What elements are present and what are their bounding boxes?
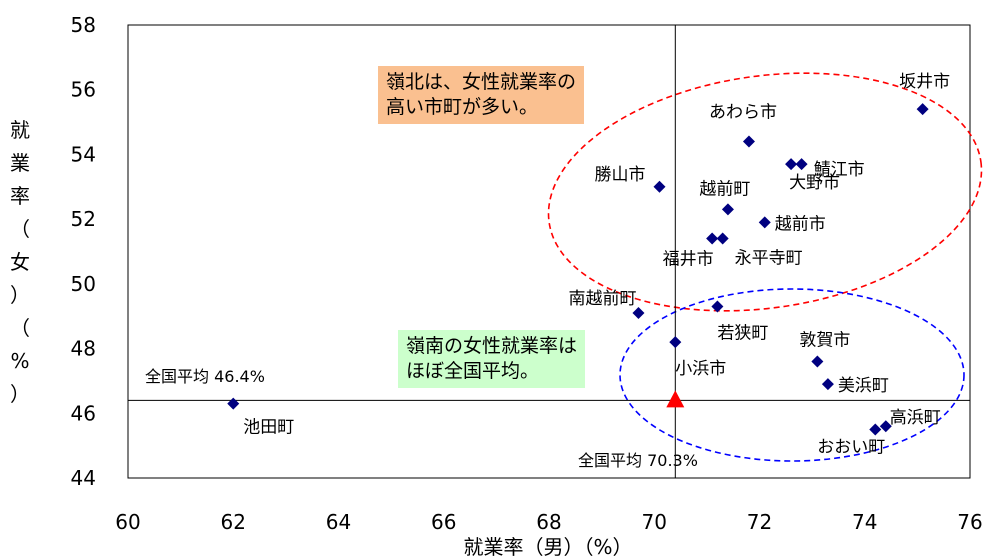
y-tick-label: 54: [71, 142, 96, 166]
point-label: 池田町: [243, 418, 294, 438]
point-label: 越前市: [775, 214, 826, 234]
x-tick-label: 62: [221, 510, 246, 534]
plot-area: [127, 24, 971, 479]
x-tick-label: 66: [431, 510, 456, 534]
point-label: 大野市: [789, 173, 840, 193]
x-tick-label: 60: [115, 510, 140, 534]
data-point: [916, 103, 929, 116]
point-label: 福井市: [663, 250, 714, 270]
point-label: 高浜町: [890, 408, 941, 428]
data-point: [879, 420, 892, 433]
y-tick-label: 56: [71, 78, 96, 102]
ellipse-south: [619, 288, 965, 462]
data-point: [821, 378, 834, 391]
data-point: [758, 216, 771, 229]
data-point: [711, 300, 724, 313]
point-label: 南越前町: [568, 289, 636, 309]
point-label: 鯖江市: [814, 160, 865, 180]
x-tick-label: 72: [747, 510, 772, 534]
data-point: [669, 336, 682, 349]
point-label: 永平寺町: [735, 249, 803, 269]
x-axis-label: 就業率（男）（%）: [463, 535, 632, 559]
point-label: 若狭町: [717, 324, 768, 344]
data-point: [706, 232, 719, 245]
point-label: 坂井市: [899, 72, 950, 92]
data-point: [795, 158, 808, 171]
y-tick-label: 52: [71, 207, 96, 231]
y-axis-label: 就業率（女）（%）: [10, 118, 30, 406]
data-point: [869, 423, 882, 436]
point-label: おおい町: [817, 437, 885, 457]
data-point: [227, 397, 240, 410]
point-label: 美浜町: [838, 376, 889, 396]
ref-label-horizontal: 全国平均 46.4%: [145, 367, 265, 386]
ellipse-north: [547, 72, 983, 312]
annotation-north: 嶺北は、女性就業率の 高い市町が多い。: [378, 66, 585, 124]
x-tick-label: 64: [326, 510, 351, 534]
point-label: 敦賀市: [799, 331, 850, 351]
y-tick-label: 44: [71, 466, 96, 490]
point-label: 小浜市: [675, 359, 726, 379]
x-tick-label: 74: [852, 510, 877, 534]
data-point: [721, 203, 734, 216]
data-point: [716, 232, 729, 245]
y-tick-label: 50: [71, 272, 96, 296]
ref-label-vertical: 全国平均 70.3%: [578, 451, 698, 470]
data-point: [742, 135, 755, 148]
national-average-marker: [666, 390, 685, 408]
x-tick-label: 70: [642, 510, 667, 534]
data-point: [632, 306, 645, 319]
point-label: 越前町: [699, 179, 750, 199]
x-tick-label: 76: [957, 510, 982, 534]
x-tick-label: 68: [536, 510, 561, 534]
y-tick-label: 46: [71, 401, 96, 425]
y-tick-label: 48: [71, 337, 96, 361]
data-point: [785, 158, 798, 171]
annotation-south: 嶺南の女性就業率は ほぼ全国平均。: [398, 330, 586, 388]
y-tick-label: 58: [71, 13, 96, 37]
data-point: [653, 180, 666, 193]
point-label: あわら市: [709, 102, 777, 122]
data-point: [811, 355, 824, 368]
point-label: 勝山市: [595, 165, 646, 185]
